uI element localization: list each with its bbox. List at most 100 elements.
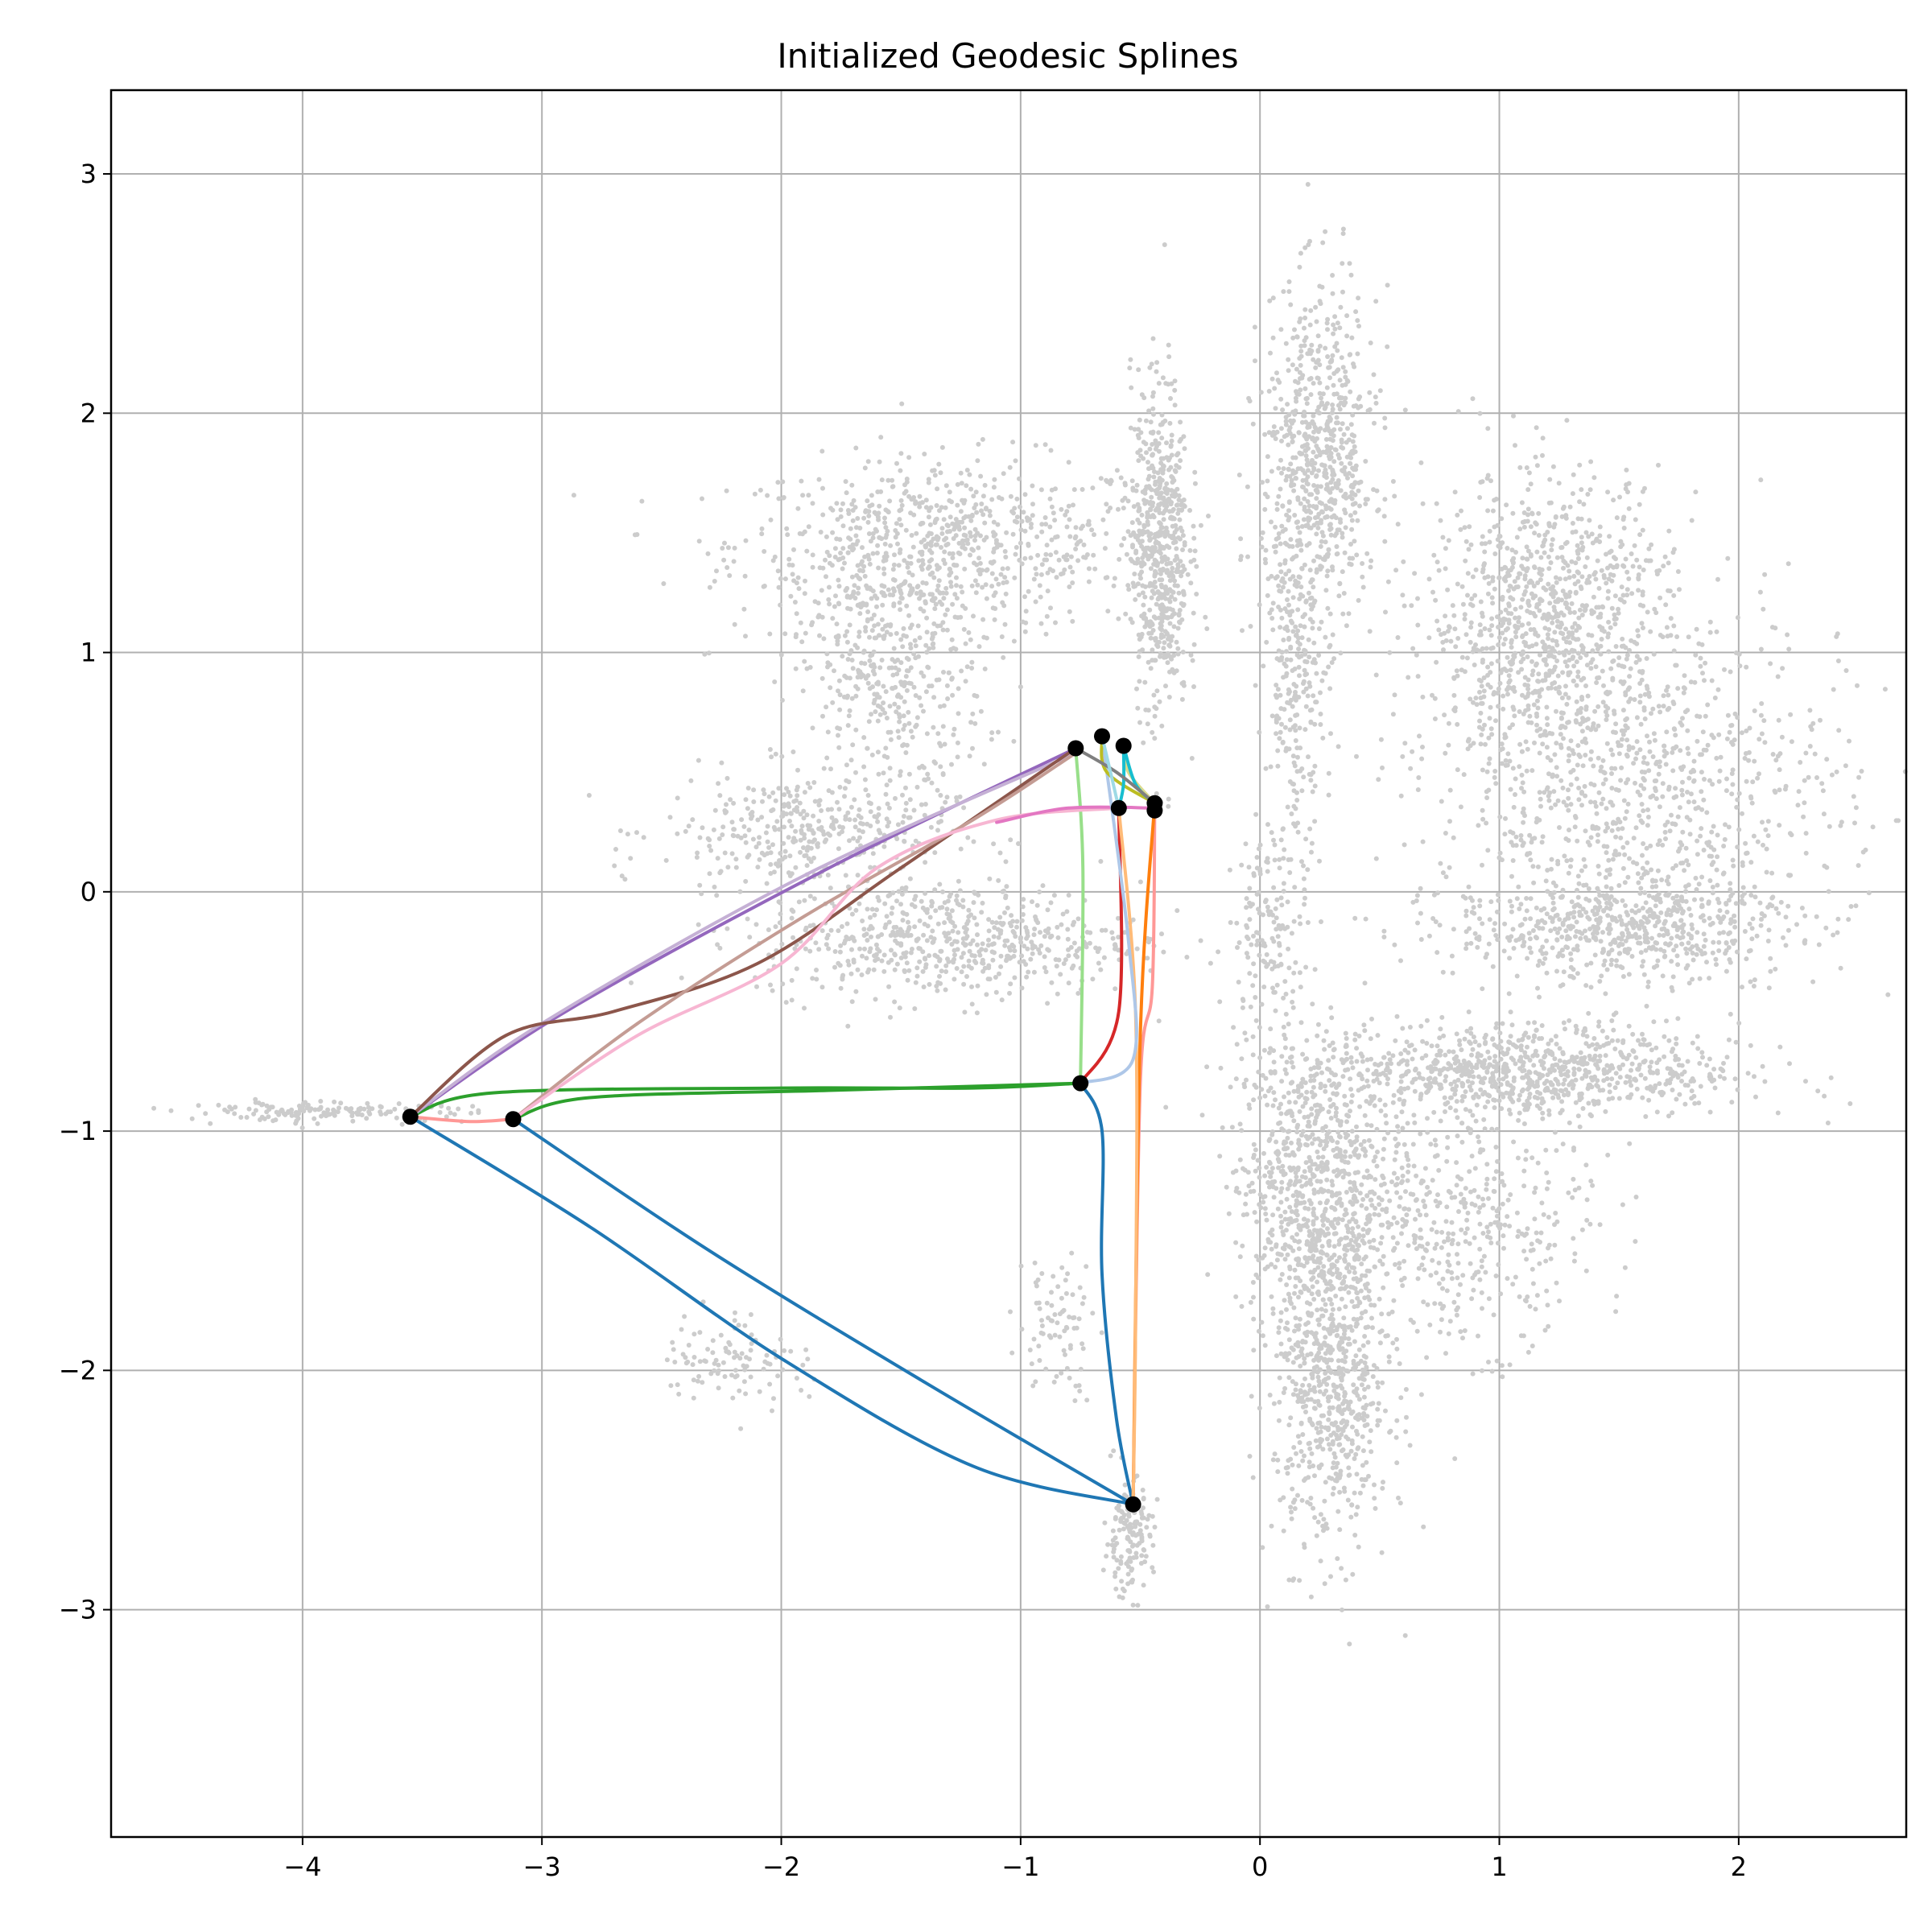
scatter-point (762, 791, 767, 797)
scatter-point (1300, 484, 1305, 489)
scatter-point (1509, 645, 1514, 650)
scatter-point (1520, 555, 1525, 561)
scatter-point (1593, 664, 1599, 670)
scatter-point (1096, 960, 1101, 966)
scatter-point (1146, 408, 1152, 414)
scatter-point (1012, 975, 1018, 980)
scatter-point (1257, 602, 1262, 608)
scatter-point (919, 521, 924, 526)
scatter-point (901, 742, 906, 747)
scatter-point (1564, 858, 1570, 864)
scatter-point (828, 766, 833, 772)
scatter-point (992, 477, 997, 482)
scatter-point (1251, 873, 1257, 878)
scatter-point (980, 617, 986, 622)
scatter-point (1637, 700, 1643, 705)
scatter-point (815, 614, 821, 620)
scatter-point (1575, 669, 1581, 675)
scatter-point (1572, 581, 1578, 587)
scatter-point (1176, 611, 1182, 617)
scatter-point (1707, 630, 1713, 635)
scatter-point (845, 657, 851, 662)
scatter-point (791, 807, 797, 813)
scatter-point (1441, 647, 1446, 653)
scatter-point (1153, 615, 1158, 621)
scatter-point (1025, 946, 1030, 952)
scatter-point (1275, 378, 1281, 383)
scatter-point (1368, 564, 1373, 570)
scatter-point (1140, 590, 1146, 596)
scatter-point (888, 729, 894, 735)
scatter-point (1170, 607, 1175, 613)
scatter-point (1709, 829, 1715, 835)
scatter-point (1007, 990, 1012, 996)
scatter-point (830, 530, 836, 535)
scatter-point (1265, 860, 1270, 865)
scatter-point (912, 638, 918, 643)
scatter-point (848, 536, 853, 542)
scatter-point (968, 720, 974, 725)
scatter-point (1286, 499, 1292, 505)
scatter-point (900, 644, 906, 650)
scatter-point (782, 824, 786, 830)
scatter-point (1534, 602, 1540, 608)
scatter-point (982, 520, 988, 526)
scatter-point (1308, 392, 1314, 398)
scatter-point (832, 819, 836, 824)
scatter-point (863, 629, 869, 634)
scatter-point (1180, 533, 1186, 539)
scatter-point (1256, 906, 1261, 912)
scatter-point (1480, 816, 1486, 822)
scatter-point (894, 961, 900, 967)
scatter-point (949, 762, 954, 767)
scatter-point (1600, 627, 1604, 633)
scatter-point (1331, 331, 1336, 336)
scatter-point (1663, 602, 1669, 608)
scatter-point (1298, 745, 1303, 751)
scatter-point (1278, 607, 1283, 613)
scatter-point (1314, 671, 1319, 676)
scatter-point (1307, 347, 1313, 353)
scatter-point (984, 568, 989, 573)
scatter-point (914, 530, 919, 536)
scatter-point (1340, 611, 1346, 617)
scatter-point (1497, 680, 1503, 686)
scatter-point (820, 512, 826, 518)
scatter-point (1264, 639, 1269, 645)
scatter-point (1067, 534, 1073, 539)
scatter-point (1181, 502, 1187, 508)
scatter-point (1154, 369, 1159, 374)
scatter-point (1350, 439, 1356, 444)
scatter-point (1000, 600, 1005, 605)
scatter-point (1351, 467, 1356, 473)
scatter-point (1063, 512, 1068, 518)
scatter-point (1136, 367, 1141, 373)
scatter-point (1336, 593, 1342, 599)
scatter-point (1532, 740, 1537, 745)
scatter-point (1356, 324, 1361, 329)
scatter-point (1523, 631, 1529, 637)
scatter-point (1278, 588, 1284, 594)
scatter-point (1027, 517, 1032, 522)
scatter-point (1573, 590, 1579, 596)
scatter-point (898, 773, 902, 778)
scatter-point (1302, 245, 1308, 250)
scatter-point (1084, 552, 1090, 557)
scatter-point (1656, 704, 1662, 709)
scatter-point (700, 825, 705, 831)
scatter-point (1302, 667, 1307, 673)
scatter-point (1554, 555, 1560, 560)
scatter-point (1129, 620, 1135, 625)
scatter-point (927, 572, 933, 577)
scatter-point (848, 971, 854, 976)
scatter-point (865, 969, 870, 975)
scatter-point (894, 694, 900, 699)
scatter-point (876, 806, 881, 811)
scatter-point (1298, 547, 1304, 553)
scatter-point (1145, 956, 1150, 961)
scatter-point (1579, 574, 1585, 580)
scatter-point (1468, 542, 1474, 547)
scatter-point (1540, 741, 1546, 747)
scatter-point (898, 547, 903, 552)
scatter-point (1038, 930, 1042, 935)
